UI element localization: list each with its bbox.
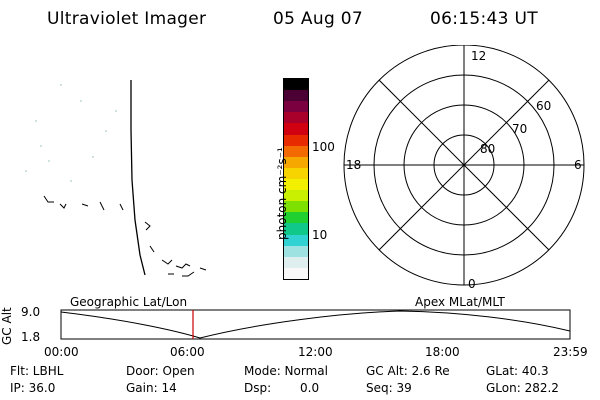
coastline-fragments [43,195,207,277]
status-glat: GLat: 40.3 [486,364,549,378]
status-dsp-value: 0.0 [300,381,320,395]
colorbar-segment [284,123,308,135]
x-tick-2359: 23:59 [553,345,588,359]
y-tick-9: 9.0 [21,305,41,319]
time-label: 06:15:43 UT [430,9,538,29]
altitude-timeline-chart [60,309,571,340]
colorbar-segment [284,145,308,157]
y-tick-1.8: 1.8 [21,330,41,344]
colorbar-segment [284,156,308,168]
colorbar-segment [284,90,308,102]
timeline-right-title: Apex MLat/MLT [415,295,505,309]
colorbar-segment [284,79,308,91]
colorbar-segment [284,178,308,191]
x-tick-1800: 18:00 [425,345,460,359]
colorbar-segment [284,234,308,246]
colorbar-segment [284,101,308,113]
colorbar-segment [284,112,308,124]
altitude-curve [60,310,571,339]
colorbar-unit-label: photon cm⁻²s⁻¹ [275,147,289,240]
colorbar-segment [284,245,308,257]
status-door: Door: Open [126,364,195,378]
date-label: 05 Aug 07 [273,9,363,29]
colorbar-segment [284,190,308,202]
geographic-image-panel [25,80,207,277]
colorbar-segment [284,201,308,213]
x-tick-1200: 12:00 [298,345,333,359]
status-mode: Mode: Normal [244,364,328,378]
timeline-y-axis-label: GC Alt [0,307,14,345]
status-dsp-label: Dsp: [244,381,272,395]
colorbar-tick-100: 100 [312,140,335,154]
polar-plot: 12 18 6 0 60 70 80 [343,45,585,291]
colorbar-segment [284,223,308,235]
colorbar-segment [284,256,308,268]
colorbar [283,78,309,280]
lat-label-60: 60 [536,99,551,113]
polar-diagonal-2 [378,79,550,251]
lat-label-80: 80 [480,142,495,156]
status-gain: Gain: 14 [126,381,177,395]
status-filter: Flt: LBHL [10,364,64,378]
timeline-frame [60,309,571,340]
colorbar-segment [284,167,308,179]
mlt-label-12: 12 [471,49,486,63]
mlt-label-6: 6 [574,158,582,172]
status-glon: GLon: 282.2 [486,381,559,395]
x-tick-0000: 00:00 [44,345,79,359]
colorbar-segment [284,212,308,224]
x-tick-0600: 06:00 [170,345,205,359]
lat-label-70: 70 [512,122,527,136]
colorbar-segment [284,267,308,279]
instrument-title: Ultraviolet Imager [47,9,207,29]
status-ip: IP: 36.0 [10,381,56,395]
colorbar-segment [284,134,308,146]
status-gc-alt: GC Alt: 2.6 Re [366,364,450,378]
timeline-left-title: Geographic Lat/Lon [70,295,188,309]
colorbar-tick-10: 10 [312,228,328,242]
status-seq: Seq: 39 [366,381,412,395]
mlt-label-0: 0 [468,277,476,291]
terminator-line [130,80,146,276]
faint-dots [25,84,117,182]
mlt-label-18: 18 [346,158,361,172]
